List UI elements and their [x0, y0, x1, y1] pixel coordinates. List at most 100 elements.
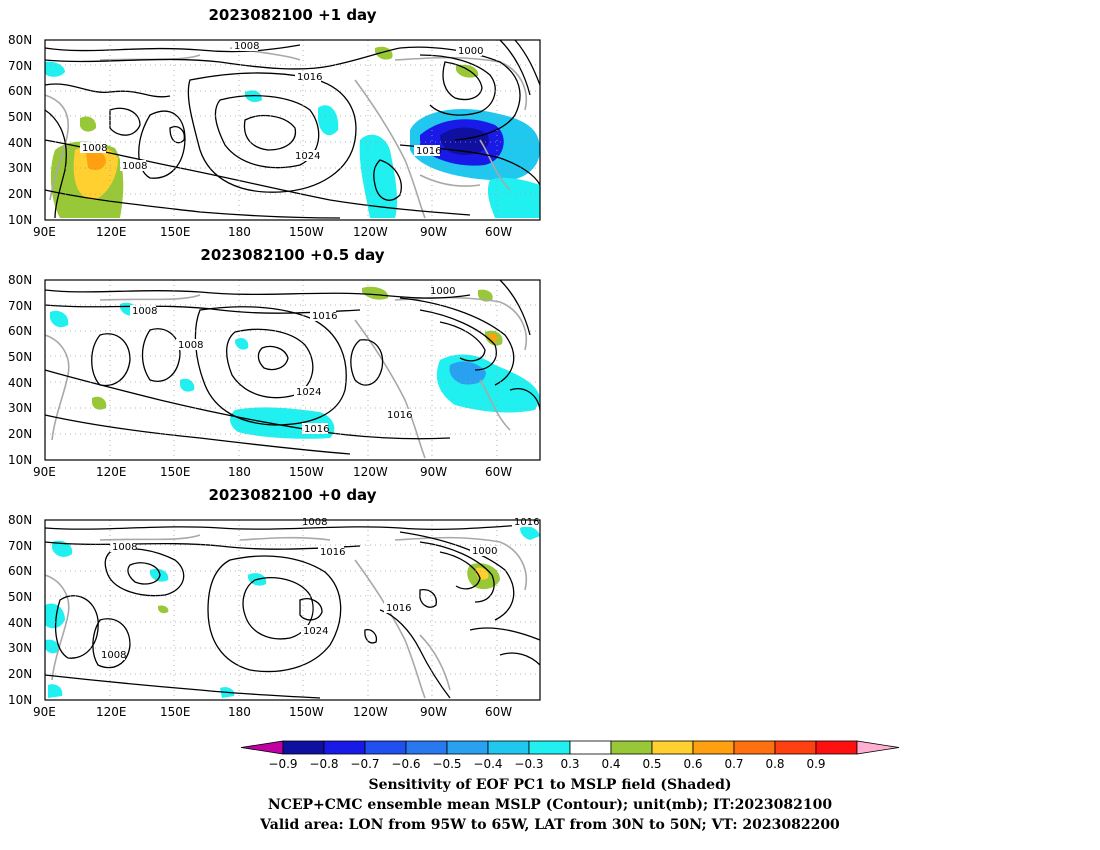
map-panel-3: 2023082100 +0 day: [0, 480, 600, 720]
map-plot-2: 1000 1008 1016 1008 1024 1016 1016 80N 7…: [8, 273, 541, 479]
map-plot-1: 1008 1000 1016 1016 1024 1008 1008 80N 7…: [8, 33, 541, 239]
shade-neg-deep: [440, 127, 489, 155]
contour-label: 1016: [387, 410, 412, 421]
lat-tick-label: 80N: [8, 273, 32, 287]
lat-tick-label: 50N: [8, 350, 32, 364]
lon-axis: 90E 120E 150E 180 150W 120W 90W 60W: [33, 225, 512, 239]
shade-pos-ne-core: [489, 333, 498, 342]
map-frame: [44, 39, 541, 221]
gridlines: [45, 280, 540, 460]
map-frame: [44, 519, 541, 701]
colorbar-box: [692, 740, 735, 755]
contour-labels: 1000 1008 1016 1008 1024 1016 1016: [130, 285, 455, 435]
colorbar-box: [364, 740, 407, 755]
shade-neg-outer2: [487, 177, 540, 218]
shade-neg-w4: [180, 378, 195, 392]
lon-tick-label: 180: [228, 225, 251, 239]
contour-label: 1016: [312, 311, 337, 322]
lon-tick-label: 90E: [33, 705, 56, 719]
lon-tick-label: 90W: [420, 705, 447, 719]
contour-label: 1024: [295, 151, 320, 162]
lat-tick-label: 80N: [8, 513, 32, 527]
mslp-contours: [44, 279, 541, 455]
lat-tick-label: 30N: [8, 641, 32, 655]
shade-pos-ne: [362, 286, 389, 300]
lat-tick-label: 10N: [8, 693, 32, 707]
colorbar-left-arrow: [240, 740, 284, 755]
colorbar-tick-label: −0.6: [391, 757, 420, 771]
lon-tick-label: 120W: [353, 705, 388, 719]
colorbar-boxes: [240, 740, 900, 755]
lon-tick-label: 150W: [289, 465, 324, 479]
contour-label: 1000: [458, 46, 483, 57]
panel-title: 2023082100 +0 day: [208, 486, 377, 504]
lat-tick-label: 60N: [8, 84, 32, 98]
map-plot-3: 1008 1016 1008 1016 1000 1024 1016 1008 …: [8, 513, 541, 719]
shade-pos-core: [86, 150, 106, 170]
shade-neg-w7: [48, 684, 63, 698]
caption-line-2: NCEP+CMC ensemble mean MSLP (Contour); u…: [267, 797, 833, 813]
mslp-contours: [44, 39, 541, 219]
contour-label: 1000: [472, 546, 497, 557]
colorbar-tick-label: −0.5: [432, 757, 461, 771]
colorbar-box: [323, 740, 366, 755]
colorbar-box: [569, 740, 612, 755]
contour-label: 1008: [302, 517, 327, 528]
contour-labels: 1008 1016 1008 1016 1000 1024 1016 1008: [99, 516, 540, 661]
lat-tick-label: 20N: [8, 187, 32, 201]
shade-neg-east-core: [449, 361, 486, 385]
shade-neg-east: [436, 354, 540, 413]
shade-pos-ne2: [456, 64, 479, 78]
lon-axis: 90E 120E 150E 180 150W 120W 90W 60W: [33, 705, 512, 719]
caption-line-3: Valid area: LON from 95W to 65W, LAT fro…: [260, 817, 840, 833]
contour-label: 1008: [82, 143, 107, 154]
shade-neg-w4: [150, 568, 169, 582]
lat-tick-label: 70N: [8, 539, 32, 553]
lat-axis: 80N 70N 60N 50N 40N 30N 20N 10N: [8, 273, 32, 467]
map-panel-1: 2023082100 +1 day: [0, 0, 600, 240]
map-panel-2: 2023082100 +0.5 day: [0, 240, 600, 480]
colorbar-tick-label: 0.4: [601, 757, 620, 771]
mslp-contours: [44, 523, 541, 699]
colorbar-tick-label: 0.5: [642, 757, 661, 771]
gridlines: [45, 40, 540, 220]
shade-neg-outer: [359, 134, 398, 218]
contour-label: 1016: [514, 517, 539, 528]
shade-pos-nw: [80, 116, 97, 132]
shade-neg-mid2: [318, 105, 339, 136]
shade-pos-ne: [375, 46, 393, 60]
lat-tick-label: 10N: [8, 213, 32, 227]
lat-tick-label: 20N: [8, 427, 32, 441]
gridlines: [45, 520, 540, 700]
colorbar-tick-label: −0.7: [350, 757, 379, 771]
shade-neg-w1: [52, 540, 73, 557]
lon-tick-label: 120W: [353, 465, 388, 479]
contour-label: 1008: [132, 306, 157, 317]
lon-tick-label: 90E: [33, 225, 56, 239]
colorbar-tick-label: 0.9: [806, 757, 825, 771]
lat-tick-label: 10N: [8, 453, 32, 467]
contour-label: 1016: [297, 72, 322, 83]
lon-tick-label: 120E: [96, 225, 127, 239]
lat-tick-label: 30N: [8, 401, 32, 415]
lat-tick-label: 50N: [8, 110, 32, 124]
lat-tick-label: 40N: [8, 136, 32, 150]
contour-label: 1000: [430, 286, 455, 297]
contour-label: 1024: [303, 626, 328, 637]
colorbar-box: [610, 740, 653, 755]
lat-tick-label: 70N: [8, 59, 32, 73]
lon-tick-label: 60W: [485, 705, 512, 719]
panel-title: 2023082100 +1 day: [208, 6, 377, 24]
colorbar-tick-label: −0.3: [514, 757, 543, 771]
lat-axis: 80N 70N 60N 50N 40N 30N 20N 10N: [8, 33, 32, 227]
colorbar-tick-label: 0.3: [560, 757, 579, 771]
colorbar-box: [528, 740, 571, 755]
lat-tick-label: 70N: [8, 299, 32, 313]
lon-tick-label: 150W: [289, 705, 324, 719]
colorbar-tick-label: 0.6: [683, 757, 702, 771]
lat-tick-label: 20N: [8, 667, 32, 681]
contour-label: 1016: [416, 146, 441, 157]
lon-tick-label: 150E: [160, 705, 191, 719]
shade-neg-ne: [520, 526, 540, 540]
contour-label: 1024: [296, 387, 321, 398]
